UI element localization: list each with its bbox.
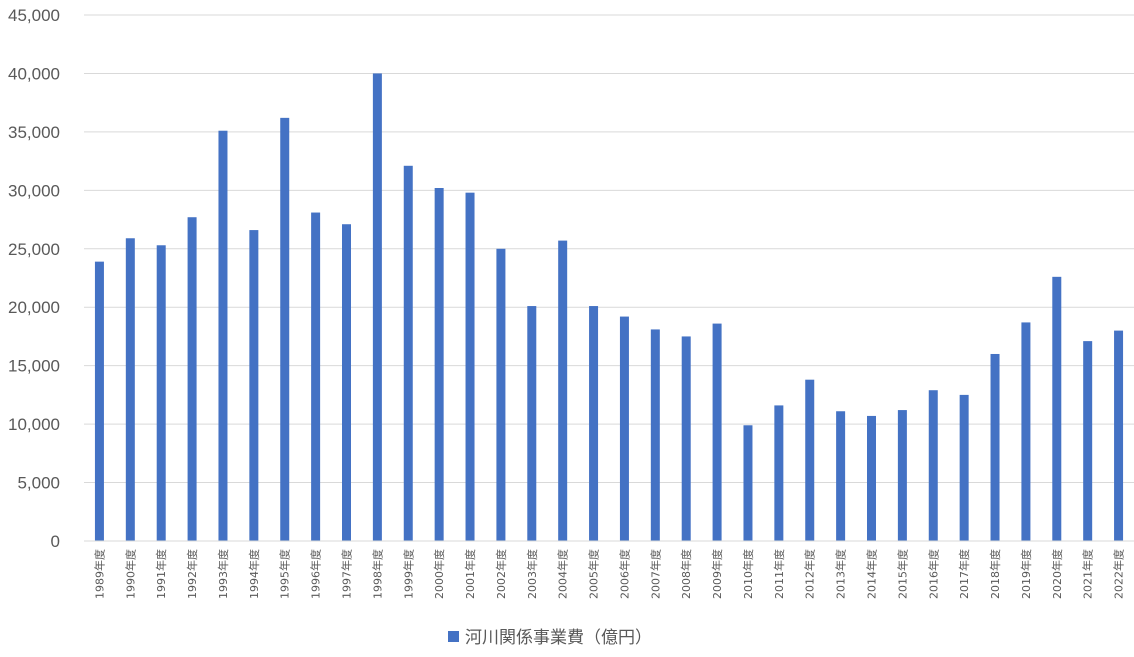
bar [218,130,228,541]
x-tick-label: 1992年度 [185,549,199,599]
bar [619,316,629,541]
bar [558,240,568,541]
x-tick-label: 2020年度 [1050,549,1064,599]
x-tick-label: 2017年度 [957,549,971,599]
bar [928,390,938,541]
bar [156,245,166,541]
bar [311,212,321,542]
legend-swatch [448,631,459,642]
legend-label: 河川関係事業費（億円） [465,628,652,648]
x-tick-label: 2012年度 [803,549,817,599]
y-tick-label: 20,000 [8,298,60,317]
bar [774,405,784,541]
x-tick-label: 2015年度 [895,549,909,599]
x-tick-label: 2002年度 [494,549,508,599]
y-tick-label: 25,000 [8,240,60,259]
x-axis-ticks: 1989年度 1990年度 1991年度 1992年度 1993年度 1994年度 1995… [92,549,1125,599]
x-tick-label: 2009年度 [710,549,724,599]
bar [867,415,876,541]
bar [589,306,599,541]
bar [434,188,444,541]
bar [959,394,969,541]
x-tick-label: 1999年度 [401,549,415,599]
x-tick-label: 1997年度 [340,549,354,599]
bar [1021,322,1031,541]
x-tick-label: 2014年度 [865,549,879,599]
bar [681,336,691,541]
x-tick-label: 2005年度 [587,549,601,599]
bar [743,425,753,541]
bar [249,230,259,541]
x-tick-label: 2003年度 [525,549,539,599]
legend: 河川関係事業費（億円） [448,628,652,648]
bar [897,410,907,541]
x-tick-label: 1994年度 [247,549,261,599]
bar [805,379,815,541]
x-tick-label: 2018年度 [988,549,1002,599]
x-tick-label: 2011年度 [772,549,786,599]
bar [94,261,104,541]
bar [836,411,846,541]
bar [372,73,382,541]
y-tick-label: 5,000 [17,474,60,493]
x-tick-label: 1996年度 [309,549,323,599]
y-tick-label: 30,000 [8,181,60,200]
bar [1083,341,1093,541]
bar [712,323,722,541]
x-tick-label: 2004年度 [556,549,570,599]
x-tick-label: 1998年度 [370,549,384,599]
y-tick-label: 35,000 [8,123,60,142]
x-tick-label: 2013年度 [834,549,848,599]
bar [1114,330,1124,541]
y-tick-label: 45,000 [8,6,60,25]
bar [496,248,506,541]
bar [527,306,537,541]
x-tick-label: 1990年度 [123,549,137,599]
x-tick-label: 2000年度 [432,549,446,599]
x-tick-label: 2006年度 [617,549,631,599]
x-tick-label: 1991年度 [154,549,168,599]
y-tick-label: 15,000 [8,357,60,376]
x-tick-label: 1995年度 [278,549,292,599]
x-tick-label: 1989年度 [92,549,106,599]
y-tick-label: 10,000 [8,415,60,434]
bar [650,329,660,541]
y-tick-label: 40,000 [8,64,60,83]
bar [990,353,1000,541]
bars [94,73,1124,542]
bar [1052,276,1062,541]
bar [342,224,351,542]
gridlines [84,14,1134,484]
y-tick-label: 0 [51,532,60,551]
x-tick-label: 2007年度 [648,549,662,599]
bar [280,117,290,542]
bar [187,217,197,541]
bar [465,192,475,542]
x-tick-label: 2021年度 [1081,549,1095,599]
x-tick-label: 2008年度 [679,549,693,599]
x-tick-label: 1993年度 [216,549,230,599]
bar [403,165,413,542]
x-tick-label: 2001年度 [463,549,477,599]
y-axis-ticks: 0 5,000 10,000 15,000 20,000 25,000 30,000 35,0… [8,6,60,551]
x-tick-label: 2019年度 [1019,549,1033,599]
x-tick-label: 2022年度 [1112,549,1126,599]
x-tick-label: 2016年度 [926,549,940,599]
bar [125,238,135,541]
x-tick-label: 2010年度 [741,549,755,599]
